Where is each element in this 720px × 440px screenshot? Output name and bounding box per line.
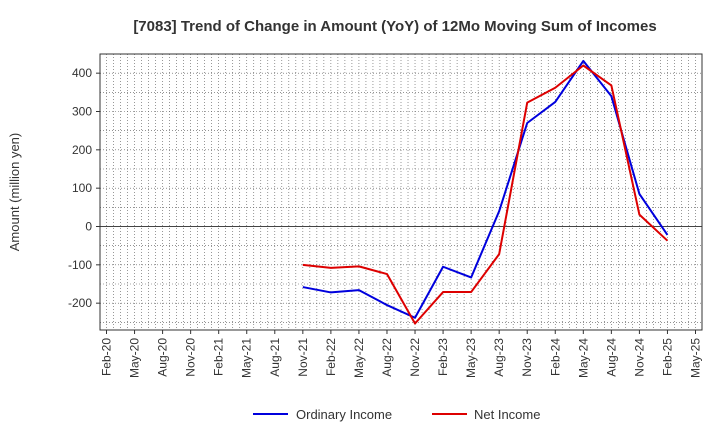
x-tick-label: Nov-20	[184, 338, 198, 377]
x-tick-label: Aug-22	[380, 338, 394, 377]
y-tick-label: -200	[68, 296, 92, 310]
y-tick-label: 300	[72, 105, 92, 119]
plot-frame	[99, 53, 703, 331]
y-tick-label: -100	[68, 258, 92, 272]
x-tick-label: Feb-24	[548, 338, 562, 376]
x-tick-label: May-25	[689, 338, 703, 378]
x-tick-label: Aug-24	[604, 338, 618, 377]
x-tick-label: Feb-20	[100, 338, 114, 376]
x-tick-label: Feb-21	[212, 338, 226, 376]
x-tick-label: Nov-22	[408, 338, 422, 377]
series-line-net-income	[302, 64, 669, 325]
grid	[100, 53, 702, 330]
x-tick-label: May-24	[576, 338, 590, 378]
y-tick-label: 0	[85, 220, 92, 234]
x-tick-label: Feb-25	[660, 338, 674, 376]
legend-label-ordinary-income: Ordinary Income	[296, 407, 392, 422]
legend: Ordinary Income Net Income	[253, 407, 540, 422]
y-tick-label: 400	[72, 66, 92, 80]
x-tick-label: May-20	[128, 338, 142, 378]
series-line-ordinary-income	[302, 59, 669, 319]
x-tick-label: Nov-21	[296, 338, 310, 377]
x-tick-label: May-21	[240, 338, 254, 378]
x-tick-label: Feb-22	[324, 338, 338, 376]
y-axis-label: Amount (million yen)	[7, 133, 22, 252]
x-axis-ticks: Feb-20 May-20 Aug-20 Nov-20 Feb-21 May-21 Aug-…	[100, 330, 703, 378]
y-axis-ticks: -200 -100 0 100 200 300 400	[68, 66, 100, 310]
x-tick-label: Aug-23	[492, 338, 506, 377]
y-tick-label: 200	[72, 143, 92, 157]
series-layer	[302, 59, 669, 325]
y-tick-label: 100	[72, 181, 92, 195]
x-tick-label: May-22	[352, 338, 366, 378]
chart-title: [7083] Trend of Change in Amount (YoY) o…	[133, 18, 656, 35]
x-tick-label: Nov-24	[632, 338, 646, 377]
x-tick-label: Aug-20	[156, 338, 170, 377]
legend-label-net-income: Net Income	[474, 407, 540, 422]
x-tick-label: Aug-21	[268, 338, 282, 377]
x-tick-label: May-23	[464, 338, 478, 378]
x-tick-label: Feb-23	[436, 338, 450, 376]
x-tick-label: Nov-23	[520, 338, 534, 377]
